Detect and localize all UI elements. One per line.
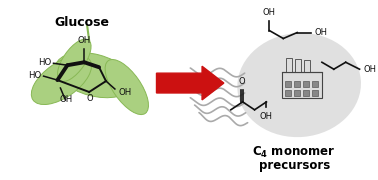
Text: O: O [87, 94, 93, 103]
Ellipse shape [57, 39, 91, 82]
Ellipse shape [237, 33, 361, 137]
Text: OH: OH [77, 36, 91, 45]
Text: precursors: precursors [259, 159, 330, 172]
Text: OH: OH [364, 65, 376, 74]
Bar [303, 90, 309, 96]
Text: HO: HO [38, 58, 51, 67]
Text: HO: HO [28, 71, 42, 80]
Bar [312, 81, 318, 87]
Bar [282, 72, 322, 98]
Bar [304, 60, 310, 72]
Text: OH: OH [119, 89, 132, 98]
Bar [295, 59, 301, 72]
Bar [303, 81, 309, 87]
Text: O: O [239, 77, 245, 86]
Bar [286, 58, 292, 72]
Text: OH: OH [315, 28, 328, 37]
Ellipse shape [105, 59, 149, 115]
Text: OH: OH [60, 95, 73, 104]
Ellipse shape [56, 53, 133, 98]
Bar [285, 81, 291, 87]
Text: Glucose: Glucose [55, 16, 110, 29]
Text: OH: OH [263, 8, 276, 17]
Bar [294, 90, 300, 96]
Bar [285, 90, 291, 96]
Bar [294, 81, 300, 87]
Ellipse shape [31, 56, 91, 105]
Text: $\mathbf{C_4}$ monomer: $\mathbf{C_4}$ monomer [253, 145, 336, 160]
Bar [312, 90, 318, 96]
Text: OH: OH [260, 112, 273, 121]
FancyArrow shape [156, 66, 224, 100]
